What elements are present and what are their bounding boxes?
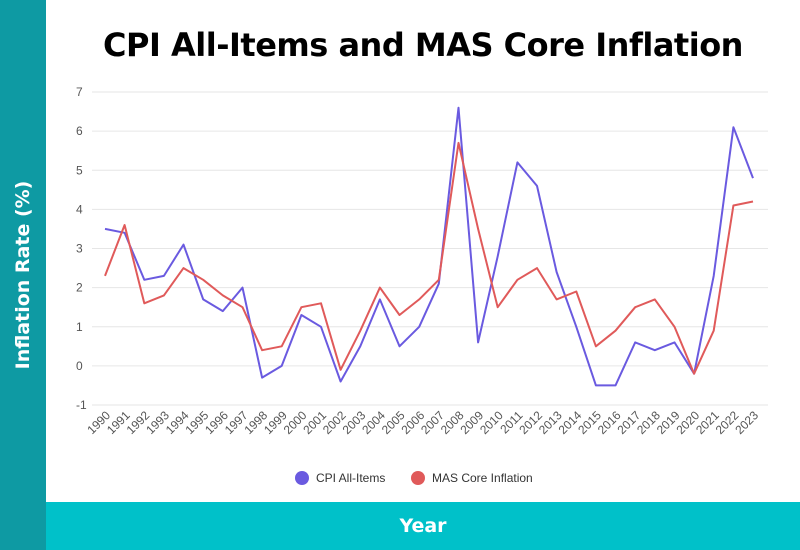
legend-marker-0 bbox=[295, 471, 309, 485]
legend-marker-1 bbox=[411, 471, 425, 485]
chart-title: CPI All-Items and MAS Core Inflation bbox=[103, 26, 743, 64]
x-tick-2023: 2023 bbox=[732, 408, 761, 437]
series-line-1 bbox=[104, 141, 754, 375]
y-tick-labels: -1 0 1 2 3 4 5 6 7 bbox=[76, 85, 87, 412]
series-lines bbox=[104, 106, 754, 387]
series-line-0 bbox=[104, 106, 754, 387]
y-tick-0: 0 bbox=[76, 359, 83, 373]
legend-label-1: MAS Core Inflation bbox=[432, 471, 533, 485]
y-tick--1: -1 bbox=[76, 398, 87, 412]
x-axis-label: Year bbox=[399, 515, 447, 537]
y-tick-6: 6 bbox=[76, 124, 83, 138]
x-axis-band: Year bbox=[46, 502, 800, 550]
legend: CPI All-Items MAS Core Inflation bbox=[295, 471, 533, 485]
y-tick-7: 7 bbox=[76, 85, 83, 99]
y-tick-3: 3 bbox=[76, 242, 83, 256]
y-tick-5: 5 bbox=[76, 163, 83, 177]
x-tick-labels: 1990199119921993199419951996199719981999… bbox=[84, 408, 761, 437]
y-tick-2: 2 bbox=[76, 281, 83, 295]
y-axis-band: Inflation Rate (%) bbox=[0, 0, 46, 550]
y-tick-4: 4 bbox=[76, 202, 83, 216]
gridlines bbox=[92, 91, 768, 406]
line-chart: -1 0 1 2 3 4 5 6 7 19901991199219931994199519961… bbox=[76, 85, 768, 485]
y-tick-1: 1 bbox=[76, 320, 83, 334]
legend-label-0: CPI All-Items bbox=[316, 471, 385, 485]
